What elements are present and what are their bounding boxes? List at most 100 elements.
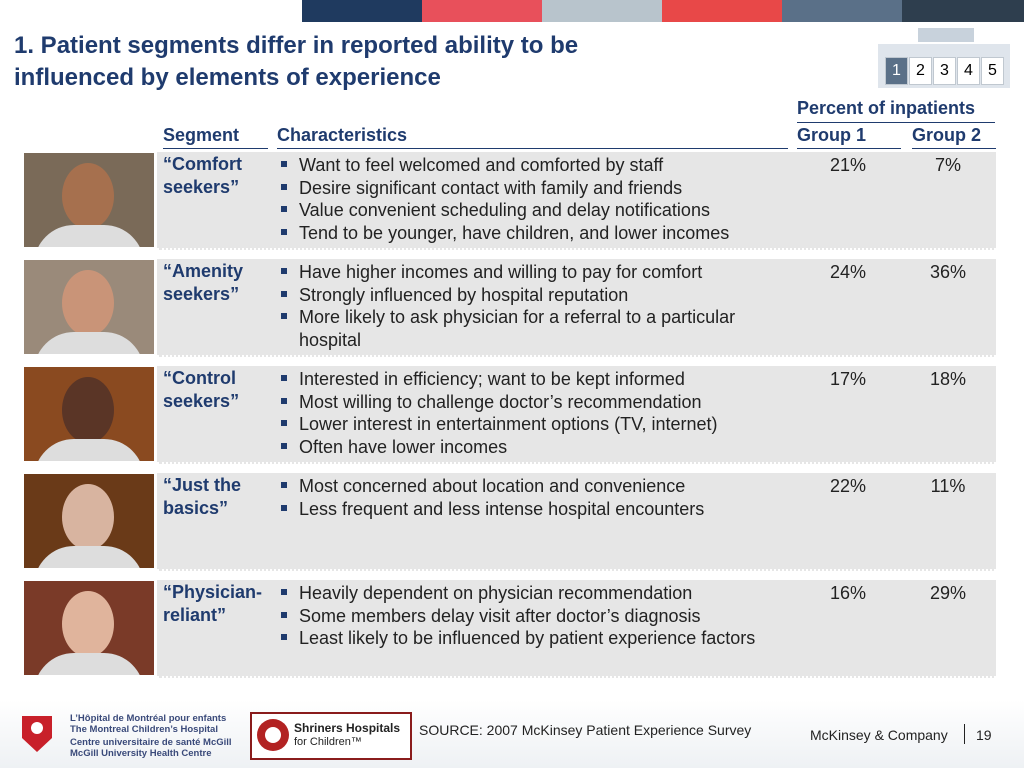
bullet	[281, 229, 287, 236]
color-bar	[902, 0, 1024, 22]
color-bar	[782, 0, 902, 22]
photo-face	[62, 377, 114, 443]
photo-body	[34, 653, 144, 675]
footer-bg	[0, 700, 1024, 768]
nav-tab: 1	[885, 57, 908, 85]
nav-tab: 3	[933, 57, 956, 85]
logo-line: Shriners Hospitals	[294, 721, 401, 735]
group2-value: 18%	[929, 369, 967, 389]
characteristic: Lower interest in entertainment options …	[299, 414, 718, 435]
characteristic: Value convenient scheduling and delay no…	[299, 200, 710, 221]
photo	[24, 474, 154, 568]
photo-face	[62, 484, 114, 550]
col-header: Characteristics	[277, 125, 408, 145]
segment-name: “Comfort seekers”	[163, 154, 242, 197]
characteristic: Want to feel welcomed and comforted by s…	[299, 155, 664, 175]
photo	[24, 260, 154, 354]
bullet	[281, 634, 287, 641]
rule	[163, 148, 268, 149]
rule	[277, 148, 788, 149]
characteristic: Interested in efficiency; want to be kep…	[299, 369, 685, 389]
characteristic: Heavily dependent on physician recommend…	[299, 583, 693, 603]
photo	[24, 153, 154, 247]
segment-name: “Physician-reliant”	[163, 582, 263, 625]
photo	[24, 367, 154, 461]
group2-value: 11%	[930, 476, 966, 496]
logo-text: L’Hôpital de Montréal pour enfants The Mo…	[70, 713, 232, 759]
bullet	[281, 313, 287, 320]
nav-tab: 2	[909, 57, 932, 85]
bullet	[281, 443, 287, 450]
photo-face	[62, 591, 114, 657]
logo-icon	[22, 716, 52, 752]
segment-name: “Just the basics”	[163, 475, 242, 518]
bullet	[281, 482, 287, 488]
logo-icon	[257, 719, 289, 751]
photo-body	[34, 225, 144, 247]
group1-value: 24%	[829, 262, 867, 282]
page-number: 19	[976, 727, 992, 743]
photo	[24, 581, 154, 675]
bullet	[281, 268, 287, 274]
photo-body	[34, 546, 144, 568]
characteristic: Tend to be younger, have children, and l…	[299, 223, 730, 244]
color-bar	[662, 0, 782, 22]
table-row	[157, 473, 996, 571]
group2-value: 36%	[929, 262, 967, 282]
bullet	[281, 611, 287, 618]
logo-line: Centre universitaire de santé McGill	[70, 737, 232, 748]
characteristic: Least likely to be influenced by patient…	[299, 628, 756, 649]
rule	[912, 148, 996, 149]
group2-value: 29%	[929, 583, 967, 603]
group2-value: 7%	[934, 155, 961, 175]
bullet	[281, 589, 287, 595]
characteristic: Desire significant contact with family a…	[299, 177, 683, 198]
characteristic: Often have lower incomes	[299, 437, 508, 458]
characteristic: Most concerned about location and conven…	[299, 476, 686, 496]
col-header: Group 1	[797, 125, 867, 145]
bullet	[281, 397, 287, 404]
characteristic: More likely to ask physician for a refer…	[299, 307, 736, 351]
col-header: Group 2	[912, 125, 982, 145]
group1-value: 17%	[829, 369, 867, 389]
bullet	[281, 420, 287, 427]
nav-tab: 4	[957, 57, 980, 85]
characteristic: Most willing to challenge doctor’s recom…	[299, 391, 702, 412]
photo-body	[34, 439, 144, 461]
bullet	[281, 161, 287, 167]
table-row	[157, 580, 996, 678]
color-bar	[542, 0, 662, 22]
nav-tab: 5	[981, 57, 1004, 85]
table-row	[157, 152, 996, 250]
bullet	[281, 206, 287, 213]
table-row	[157, 259, 996, 357]
source: SOURCE: 2007 McKinsey Patient Experience…	[419, 722, 752, 738]
bullet	[281, 290, 287, 297]
col-header: Segment	[163, 125, 240, 145]
logo-text: Shriners Hospitals for Children™	[294, 721, 400, 749]
color-bar	[302, 0, 422, 22]
group1-value: 21%	[829, 155, 867, 175]
group1-value: 22%	[829, 476, 867, 496]
logo-line: McGill University Health Centre	[70, 747, 212, 759]
photo-body	[34, 332, 144, 354]
bullet	[281, 183, 287, 190]
logo-line: L’Hôpital de Montréal pour enfants	[70, 713, 227, 724]
divider	[964, 724, 965, 744]
group-header: Percent of inpatients	[797, 98, 976, 118]
logo-line: The Montreal Children’s Hospital	[70, 723, 218, 735]
segment-name: “Amenity seekers”	[163, 261, 244, 304]
rule	[797, 122, 995, 123]
rule	[797, 148, 901, 149]
photo-face	[62, 163, 114, 229]
characteristic: Less frequent and less intense hospital …	[299, 498, 705, 519]
group1-value: 16%	[829, 583, 867, 603]
characteristic: Some members delay visit after doctor’s …	[299, 605, 701, 626]
company: McKinsey & Company	[810, 727, 948, 743]
title: 1. Patient segments differ in reported a…	[14, 32, 579, 91]
bullet	[281, 375, 287, 381]
bullet	[281, 504, 287, 511]
characteristic: Have higher incomes and willing to pay f…	[299, 262, 703, 282]
photo-face	[62, 270, 114, 336]
